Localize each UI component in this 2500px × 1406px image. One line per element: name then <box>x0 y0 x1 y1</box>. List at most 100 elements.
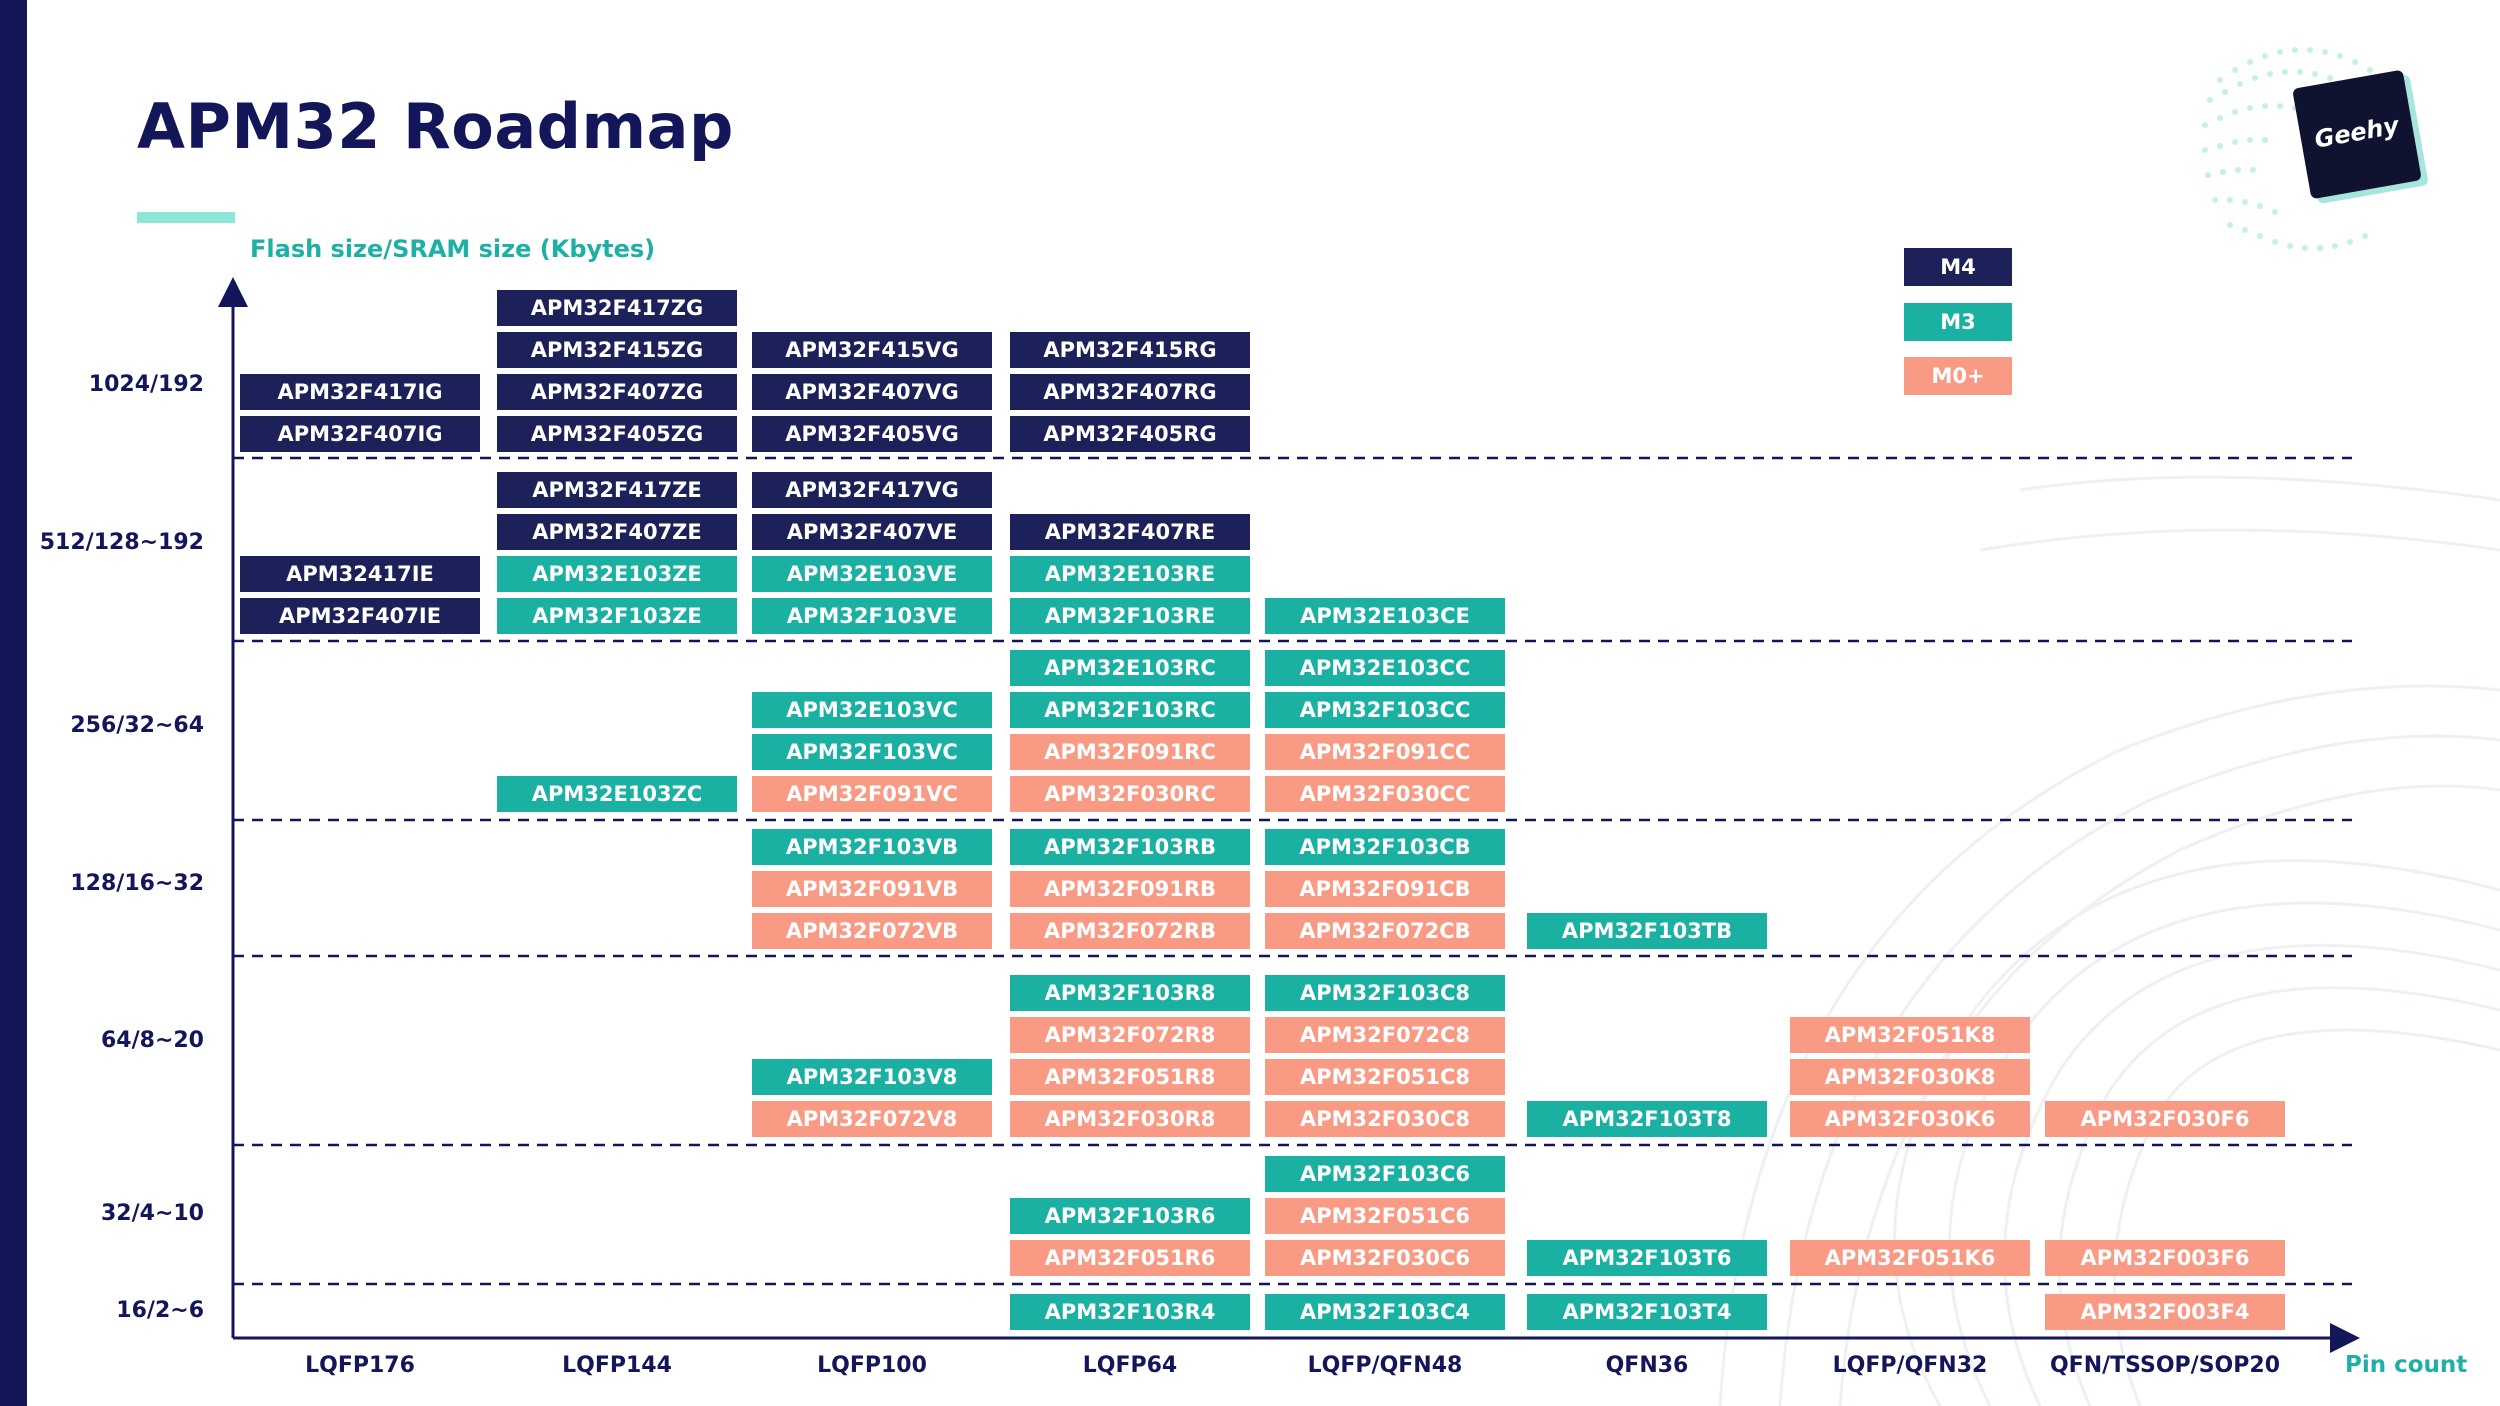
part-chip: APM32F103CC <box>1265 692 1505 728</box>
package-label: LQFP/QFN48 <box>1307 1353 1463 1378</box>
part-chip: APM32F103RB <box>1010 829 1250 865</box>
part-chip: APM32F072C8 <box>1265 1017 1505 1053</box>
part-chip: APM32E103ZC <box>497 776 737 812</box>
part-chip: APM32F030C6 <box>1265 1240 1505 1276</box>
part-chip: APM32F103RC <box>1010 692 1250 728</box>
part-chip: APM32F103C4 <box>1265 1294 1505 1330</box>
part-chip: APM32F072VB <box>752 913 992 949</box>
part-chip: APM32F030C8 <box>1265 1101 1505 1137</box>
part-chip: APM32F103RE <box>1010 598 1250 634</box>
part-chip: APM32417IE <box>240 556 480 592</box>
part-chip: APM32F415ZG <box>497 332 737 368</box>
part-chip: APM32F103C6 <box>1265 1156 1505 1192</box>
part-chip: APM32F091RC <box>1010 734 1250 770</box>
geehy-logo: Geehy <box>2202 47 2428 251</box>
package-label: LQFP100 <box>817 1353 927 1378</box>
part-chip: APM32F407RE <box>1010 514 1250 550</box>
y-level-label: 512/128~192 <box>39 530 204 555</box>
part-chip: APM32F417IG <box>240 374 480 410</box>
part-chip: APM32F407VG <box>752 374 992 410</box>
part-chip: APM32F030K8 <box>1790 1059 2030 1095</box>
part-chip: APM32F091VC <box>752 776 992 812</box>
part-chip: APM32F103C8 <box>1265 975 1505 1011</box>
y-level-label: 32/4~10 <box>100 1201 204 1226</box>
part-chip: APM32F103VB <box>752 829 992 865</box>
part-chip: APM32F030RC <box>1010 776 1250 812</box>
part-chip: APM32F417ZG <box>497 290 737 326</box>
part-chip: APM32E103RC <box>1010 650 1250 686</box>
part-chip: APM32F072R8 <box>1010 1017 1250 1053</box>
part-chip: APM32F030CC <box>1265 776 1505 812</box>
part-chip: APM32F103VE <box>752 598 992 634</box>
part-chip: APM32F415RG <box>1010 332 1250 368</box>
part-chip: APM32F103T6 <box>1527 1240 1767 1276</box>
part-chip: APM32F051C6 <box>1265 1198 1505 1234</box>
part-chip: APM32F407IG <box>240 416 480 452</box>
part-chip: APM32F103ZE <box>497 598 737 634</box>
part-chip: APM32F051C8 <box>1265 1059 1505 1095</box>
y-level-label: 256/32~64 <box>70 713 204 738</box>
part-chip: APM32F103T4 <box>1527 1294 1767 1330</box>
y-level-label: 128/16~32 <box>70 871 204 896</box>
part-chip: APM32F103R4 <box>1010 1294 1250 1330</box>
title-underline <box>137 212 235 223</box>
part-chip: APM32F417VG <box>752 472 992 508</box>
part-chip: APM32F030F6 <box>2045 1101 2285 1137</box>
package-label: LQFP144 <box>562 1353 672 1378</box>
legend-item: M0+ <box>1904 357 2012 395</box>
part-chip: APM32E103ZE <box>497 556 737 592</box>
part-chip: APM32F407ZE <box>497 514 737 550</box>
part-chip: APM32F103CB <box>1265 829 1505 865</box>
part-chip: APM32E103CC <box>1265 650 1505 686</box>
part-chip: APM32F003F4 <box>2045 1294 2285 1330</box>
part-chip: APM32F103TB <box>1527 913 1767 949</box>
package-label: LQFP176 <box>305 1353 415 1378</box>
part-chip: APM32F103T8 <box>1527 1101 1767 1137</box>
part-chip: APM32F103R6 <box>1010 1198 1250 1234</box>
part-chip: APM32F091CC <box>1265 734 1505 770</box>
package-label: LQFP64 <box>1082 1353 1178 1378</box>
part-chip: APM32F103R8 <box>1010 975 1250 1011</box>
page-title: APM32 Roadmap <box>137 90 734 163</box>
part-chip: APM32F051K8 <box>1790 1017 2030 1053</box>
part-chip: APM32F072CB <box>1265 913 1505 949</box>
part-chip: APM32E103RE <box>1010 556 1250 592</box>
part-chip: APM32E103VC <box>752 692 992 728</box>
part-chip: APM32F051R6 <box>1010 1240 1250 1276</box>
part-chip: APM32F417ZE <box>497 472 737 508</box>
y-level-label: 64/8~20 <box>100 1028 204 1053</box>
part-chip: APM32F407IE <box>240 598 480 634</box>
part-chip: APM32F103V8 <box>752 1059 992 1095</box>
part-chip: APM32F003F6 <box>2045 1240 2285 1276</box>
y-level-label: 1024/192 <box>88 372 204 397</box>
x-axis-title: Pin count <box>2345 1352 2468 1378</box>
part-chip: APM32F030K6 <box>1790 1101 2030 1137</box>
part-chip: APM32F405VG <box>752 416 992 452</box>
part-chip: APM32F405RG <box>1010 416 1250 452</box>
part-chip: APM32F030R8 <box>1010 1101 1250 1137</box>
y-axis-title: Flash size/SRAM size (Kbytes) <box>250 235 656 263</box>
part-chip: APM32F103VC <box>752 734 992 770</box>
part-chip: APM32F407RG <box>1010 374 1250 410</box>
part-chip: APM32F407VE <box>752 514 992 550</box>
package-label: QFN/TSSOP/SOP20 <box>2049 1353 2281 1378</box>
package-label: LQFP/QFN32 <box>1832 1353 1988 1378</box>
part-chip: APM32F091VB <box>752 871 992 907</box>
legend-item: M4 <box>1904 248 2012 286</box>
part-chip: APM32F091CB <box>1265 871 1505 907</box>
part-chip: APM32F072RB <box>1010 913 1250 949</box>
part-chip: APM32F405ZG <box>497 416 737 452</box>
part-chip: APM32F407ZG <box>497 374 737 410</box>
legend-item: M3 <box>1904 303 2012 341</box>
part-chip: APM32E103VE <box>752 556 992 592</box>
y-level-label: 16/2~6 <box>116 1298 204 1323</box>
part-chip: APM32F415VG <box>752 332 992 368</box>
left-accent-bar <box>0 0 27 1406</box>
part-chip: APM32F091RB <box>1010 871 1250 907</box>
part-chip: APM32E103CE <box>1265 598 1505 634</box>
part-chip: APM32F051R8 <box>1010 1059 1250 1095</box>
package-label: QFN36 <box>1605 1353 1689 1378</box>
part-chip: APM32F051K6 <box>1790 1240 2030 1276</box>
part-chip: APM32F072V8 <box>752 1101 992 1137</box>
